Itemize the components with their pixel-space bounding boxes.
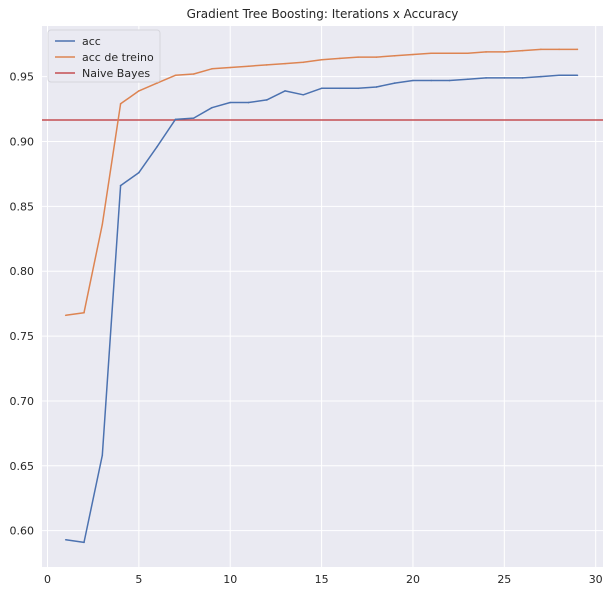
- y-tick-label: 0.70: [10, 395, 35, 408]
- y-tick-label: 0.65: [10, 460, 35, 473]
- data-point: [558, 48, 560, 51]
- x-tick-label: 5: [135, 573, 142, 586]
- data-point: [174, 74, 177, 77]
- data-point: [320, 87, 323, 90]
- y-tick-label: 0.60: [10, 525, 35, 538]
- data-point: [229, 101, 232, 104]
- data-point: [64, 538, 67, 541]
- x-tick-label: 25: [497, 573, 511, 586]
- plot-area: [42, 26, 603, 567]
- data-point: [466, 52, 469, 55]
- data-point: [448, 52, 451, 55]
- data-point: [119, 103, 122, 105]
- data-point: [247, 101, 250, 104]
- data-point: [284, 62, 286, 65]
- tick-labels: 0 5 10 15 20 25 30 0.60 0.65 0.70 0.75 0.80 0.85 0.90…: [10, 71, 603, 586]
- data-point: [119, 184, 122, 187]
- data-point: [64, 314, 67, 317]
- data-point: [265, 64, 268, 66]
- data-point: [302, 61, 305, 64]
- y-tick-label: 0.90: [10, 135, 35, 148]
- data-point: [339, 87, 341, 90]
- data-point: [430, 79, 433, 82]
- data-point: [339, 57, 341, 60]
- data-point: [357, 87, 359, 90]
- data-point: [393, 55, 396, 57]
- data-point: [265, 99, 268, 101]
- x-tick-label: 15: [315, 573, 329, 586]
- legend: acc acc de treino Naive Bayes: [47, 29, 161, 83]
- data-point: [138, 90, 140, 92]
- data-point: [540, 48, 542, 51]
- data-point: [83, 541, 85, 544]
- legend-box: [47, 29, 161, 83]
- series-lines: [42, 48, 603, 544]
- data-point: [430, 52, 433, 55]
- data-point: [576, 74, 579, 77]
- data-point: [393, 82, 396, 84]
- data-point: [448, 79, 451, 82]
- data-point: [485, 77, 487, 79]
- data-point: [247, 65, 250, 68]
- data-point: [375, 56, 378, 58]
- data-point: [357, 56, 359, 58]
- data-point: [284, 90, 286, 92]
- data-point: [156, 82, 158, 84]
- data-point: [466, 78, 469, 80]
- data-point: [485, 51, 487, 53]
- data-point: [412, 53, 414, 56]
- data-point: [174, 118, 177, 121]
- x-tick-label: 20: [406, 573, 420, 586]
- data-point: [229, 66, 232, 69]
- data-point: [101, 223, 104, 226]
- data-point: [138, 171, 140, 174]
- data-point: [192, 73, 195, 75]
- data-point: [211, 68, 213, 70]
- data-point: [302, 93, 305, 96]
- y-tick-label: 0.95: [10, 71, 35, 84]
- y-tick-label: 0.85: [10, 200, 35, 213]
- data-point: [503, 77, 506, 79]
- legend-label: acc de treino: [82, 51, 154, 64]
- x-tick-label: 0: [44, 573, 51, 586]
- y-tick-label: 0.80: [10, 265, 35, 278]
- data-point: [576, 48, 579, 51]
- data-point: [211, 106, 213, 109]
- x-tick-label: 10: [223, 573, 237, 586]
- chart-title: Gradient Tree Boosting: Iterations x Acc…: [187, 7, 459, 21]
- data-point: [521, 77, 524, 79]
- grid: [42, 26, 603, 567]
- data-point: [375, 86, 378, 88]
- x-tick-label: 30: [589, 573, 603, 586]
- legend-label: Naive Bayes: [82, 67, 150, 80]
- y-tick-label: 0.75: [10, 330, 35, 343]
- data-point: [503, 51, 506, 53]
- data-point: [540, 75, 542, 78]
- legend-label: acc: [82, 35, 101, 48]
- data-point: [412, 79, 414, 82]
- data-point: [320, 58, 323, 61]
- data-point: [83, 311, 85, 314]
- data-point: [192, 117, 195, 119]
- data-point: [101, 454, 104, 457]
- data-point: [558, 74, 560, 77]
- data-point: [156, 145, 158, 148]
- data-point: [521, 49, 524, 52]
